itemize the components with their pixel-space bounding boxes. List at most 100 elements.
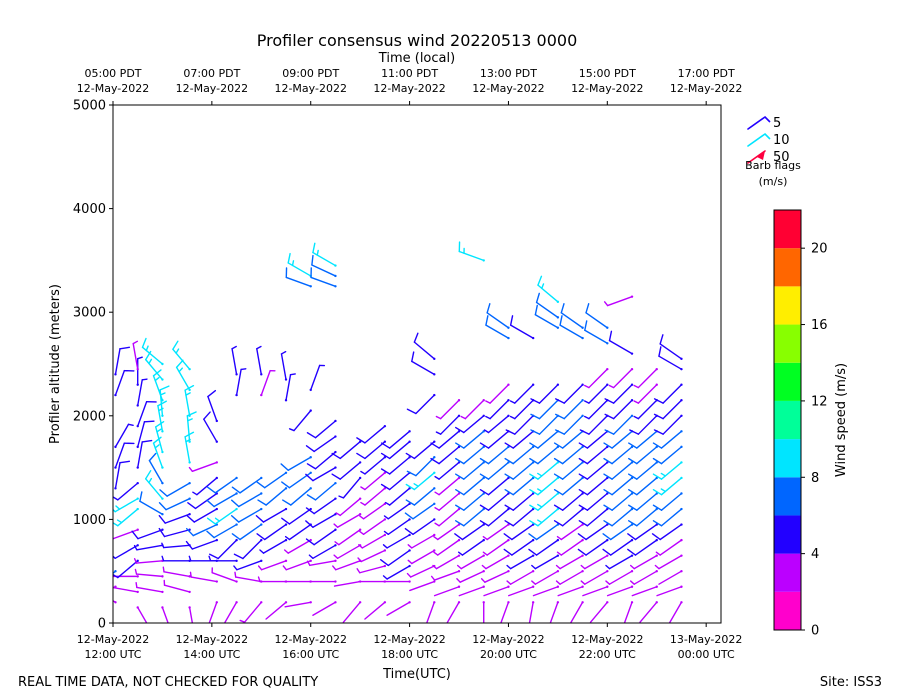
- barb-base: [161, 590, 164, 594]
- colorbar-segment: [774, 286, 801, 325]
- barb-shaft: [113, 586, 117, 589]
- barb-half-flag: [148, 358, 153, 365]
- barb-shaft: [557, 586, 584, 597]
- barb-full-flag: [603, 473, 613, 480]
- barb-shaft: [139, 500, 164, 515]
- barb-full-flag: [139, 491, 143, 502]
- barb-base: [260, 559, 263, 563]
- barb-base: [309, 409, 312, 412]
- wind-barb: [145, 469, 164, 500]
- barb-full-flag: [158, 514, 166, 524]
- wind-barb: [256, 471, 288, 489]
- barb-base: [215, 601, 219, 604]
- legend-barb-shaft: [747, 133, 766, 147]
- barb-shaft: [313, 529, 337, 546]
- barb-shaft: [163, 529, 191, 538]
- wind-barb: [555, 383, 584, 404]
- barb-shaft: [137, 441, 143, 469]
- barb-half-flag: [555, 580, 561, 585]
- barb-half-flag: [175, 348, 180, 354]
- barb-full-flag: [652, 457, 663, 465]
- barb-half-flag: [135, 582, 138, 589]
- barb-shaft: [193, 508, 218, 523]
- legend-barb-flag: [764, 116, 771, 123]
- barb-shaft: [364, 601, 386, 620]
- wind-barb: [658, 570, 683, 585]
- barb-base: [260, 393, 263, 397]
- barb-shaft: [335, 560, 361, 571]
- barb-half-flag: [509, 415, 516, 420]
- barb-half-flag: [435, 431, 442, 435]
- barb-shaft: [483, 586, 510, 597]
- barb-base: [433, 357, 436, 361]
- barb-half-flag: [633, 415, 640, 420]
- barb-full-flag: [430, 442, 440, 449]
- barb-half-flag: [110, 572, 112, 577]
- barb-shaft: [287, 262, 312, 277]
- wind-barb: [287, 252, 312, 278]
- wind-barb: [479, 476, 510, 496]
- barb-base: [188, 606, 191, 609]
- barb-half-flag: [256, 345, 262, 350]
- barb-full-flag: [578, 457, 589, 465]
- barb-shaft: [386, 565, 411, 580]
- wind-barb: [433, 538, 461, 556]
- barb-full-flag: [306, 432, 317, 439]
- wind-barb: [411, 351, 436, 376]
- barb-shaft: [612, 384, 633, 404]
- wind-barb: [356, 424, 387, 444]
- barb-base: [334, 264, 337, 267]
- barb-base: [433, 601, 436, 604]
- wind-barb: [265, 601, 288, 620]
- barb-full-flag: [159, 385, 170, 391]
- barb-full-flag: [529, 520, 539, 527]
- barb-base: [161, 513, 164, 516]
- barb-full-flag: [659, 334, 664, 345]
- barb-shaft: [563, 384, 584, 404]
- wind-barb: [133, 544, 164, 551]
- wind-barb: [603, 461, 634, 480]
- wind-barb: [652, 507, 683, 527]
- barb-full-flag: [653, 413, 664, 420]
- wind-barb: [342, 601, 362, 623]
- barb-shaft: [561, 430, 584, 449]
- barb-shaft: [660, 461, 683, 480]
- wind-barb: [430, 430, 461, 449]
- barb-half-flag: [161, 555, 165, 562]
- barb-shaft: [137, 421, 146, 448]
- barb-shaft: [260, 560, 287, 571]
- barb-full-flag: [256, 481, 266, 489]
- barb-full-flag: [553, 489, 564, 496]
- wind-barb: [430, 570, 461, 581]
- barb-full-flag: [152, 436, 162, 444]
- top-tick-label-date: 12-May-2022: [373, 82, 445, 95]
- barb-half-flag: [460, 415, 467, 420]
- barb-shaft: [612, 415, 633, 435]
- barb-half-flag: [485, 415, 491, 420]
- wind-barb: [604, 399, 634, 420]
- barb-full-flag: [454, 533, 464, 541]
- barb-shaft: [611, 430, 633, 449]
- barb-base: [309, 487, 312, 490]
- barb-half-flag: [289, 373, 296, 376]
- wind-barb: [432, 554, 461, 570]
- colorbar-segment: [774, 591, 801, 630]
- wind-barb: [407, 549, 436, 565]
- barb-base: [284, 538, 288, 542]
- barb-shaft: [487, 430, 510, 449]
- wind-barb: [161, 542, 191, 549]
- wind-barb: [589, 601, 609, 623]
- barb-shaft: [611, 492, 633, 511]
- barb-full-flag: [158, 502, 167, 511]
- barb-full-flag: [553, 457, 564, 465]
- barb-half-flag: [257, 565, 263, 571]
- top-tick-label-time: 17:00 PDT: [678, 67, 735, 80]
- barb-base: [161, 430, 164, 433]
- wind-barb: [306, 450, 337, 470]
- barb-half-flag: [660, 472, 667, 477]
- y-axis-ticks: 0 1000 2000 3000 4000 5000: [73, 99, 113, 632]
- barb-full-flag: [528, 533, 538, 541]
- top-tick-label-time: 07:00 PDT: [183, 67, 240, 80]
- barb-full-flag: [159, 489, 168, 497]
- wind-barb: [305, 497, 337, 515]
